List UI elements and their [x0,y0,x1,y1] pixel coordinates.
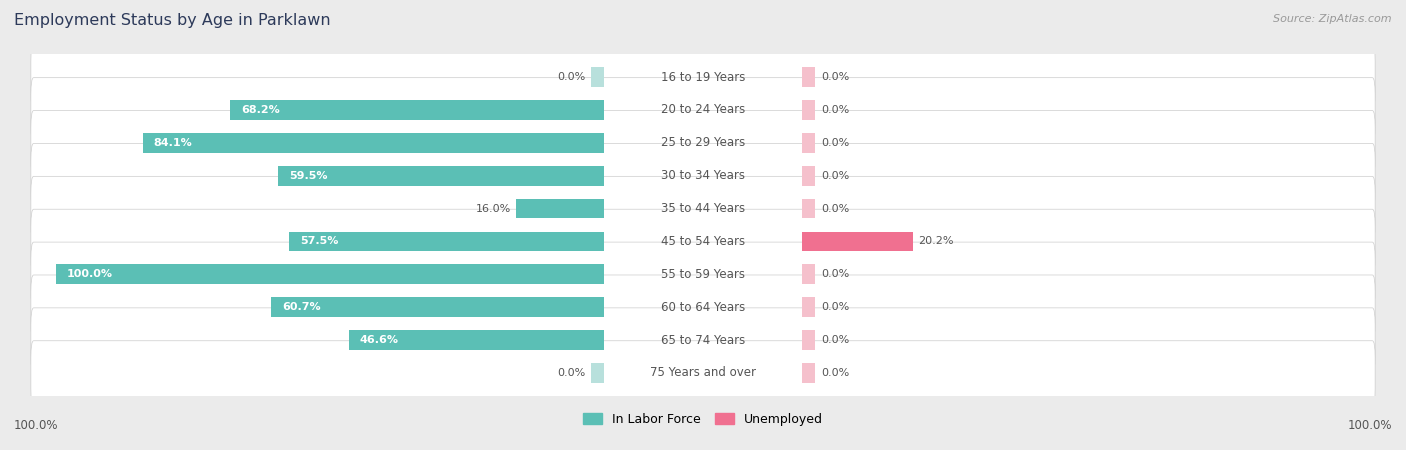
Bar [278,166,605,185]
Text: 30 to 34 Years: 30 to 34 Years [661,169,745,182]
Text: 0.0%: 0.0% [821,105,849,115]
Text: 84.1%: 84.1% [153,138,193,148]
Bar [349,330,605,350]
Text: Source: ZipAtlas.com: Source: ZipAtlas.com [1274,14,1392,23]
Text: 0.0%: 0.0% [821,335,849,345]
Bar [801,297,815,317]
Text: 16.0%: 16.0% [475,203,510,214]
Bar [516,199,605,218]
Text: 0.0%: 0.0% [821,203,849,214]
FancyBboxPatch shape [31,341,1375,405]
Bar [143,133,605,153]
Bar [801,330,815,350]
Text: 57.5%: 57.5% [299,236,337,247]
Bar [801,363,815,383]
Text: 60 to 64 Years: 60 to 64 Years [661,301,745,314]
Text: Employment Status by Age in Parklawn: Employment Status by Age in Parklawn [14,14,330,28]
Text: 20.2%: 20.2% [918,236,953,247]
Text: 0.0%: 0.0% [821,171,849,180]
Text: 0.0%: 0.0% [821,270,849,279]
FancyBboxPatch shape [31,275,1375,339]
Legend: In Labor Force, Unemployed: In Labor Force, Unemployed [578,408,828,431]
Text: 59.5%: 59.5% [288,171,328,180]
FancyBboxPatch shape [31,308,1375,372]
Bar [801,100,815,120]
Text: 0.0%: 0.0% [821,138,849,148]
Bar [801,166,815,185]
Bar [801,67,815,87]
FancyBboxPatch shape [31,176,1375,241]
FancyBboxPatch shape [31,144,1375,208]
Text: 75 Years and over: 75 Years and over [650,366,756,379]
Text: 100.0%: 100.0% [14,419,59,432]
Bar [801,232,912,251]
Text: 46.6%: 46.6% [360,335,398,345]
Bar [271,297,605,317]
Text: 0.0%: 0.0% [821,368,849,378]
Bar [591,363,605,383]
Text: 55 to 59 Years: 55 to 59 Years [661,268,745,281]
Text: 20 to 24 Years: 20 to 24 Years [661,104,745,117]
Bar [56,265,605,284]
Bar [231,100,605,120]
FancyBboxPatch shape [31,45,1375,109]
Text: 0.0%: 0.0% [821,302,849,312]
Bar [801,133,815,153]
Bar [591,67,605,87]
Text: 100.0%: 100.0% [66,270,112,279]
FancyBboxPatch shape [31,111,1375,175]
Bar [801,265,815,284]
FancyBboxPatch shape [31,78,1375,142]
Text: 0.0%: 0.0% [821,72,849,82]
Text: 45 to 54 Years: 45 to 54 Years [661,235,745,248]
Text: 0.0%: 0.0% [557,72,585,82]
Text: 25 to 29 Years: 25 to 29 Years [661,136,745,149]
Text: 60.7%: 60.7% [283,302,321,312]
FancyBboxPatch shape [31,209,1375,274]
Text: 68.2%: 68.2% [240,105,280,115]
Text: 0.0%: 0.0% [557,368,585,378]
Text: 16 to 19 Years: 16 to 19 Years [661,71,745,84]
Text: 100.0%: 100.0% [1347,419,1392,432]
Bar [801,199,815,218]
FancyBboxPatch shape [31,242,1375,306]
Text: 65 to 74 Years: 65 to 74 Years [661,333,745,346]
Text: 35 to 44 Years: 35 to 44 Years [661,202,745,215]
Bar [288,232,605,251]
